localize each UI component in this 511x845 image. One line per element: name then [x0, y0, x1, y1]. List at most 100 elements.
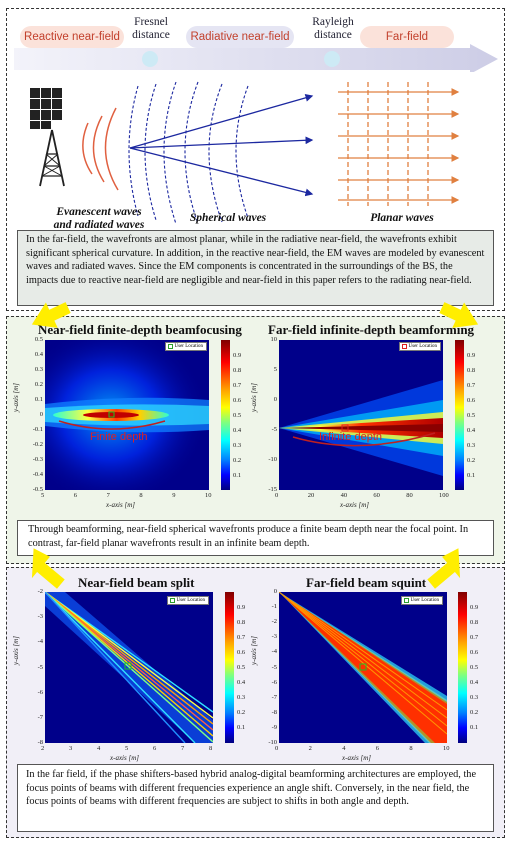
- chart3-ytick: -4: [37, 638, 43, 646]
- transition-arrows: [31, 548, 461, 589]
- br-ylabel: y-axis [m]: [250, 636, 258, 665]
- chart1-ytick: 0.2: [34, 381, 43, 388]
- colorbar-4: [458, 592, 467, 743]
- colorbar-3: [225, 592, 234, 743]
- cbar3-t5: 0.4: [237, 679, 246, 686]
- chart3-ytick: -5: [37, 663, 43, 671]
- legend-label-2: User Location: [408, 344, 437, 349]
- chart1-ytick: -0.3: [32, 456, 43, 463]
- chart2-xtick: 100: [439, 492, 449, 499]
- distance-arrow: [14, 44, 498, 72]
- cbar3-t3: 0.6: [237, 649, 246, 656]
- chart1-xtick: 8: [139, 492, 143, 499]
- cbar2-t5: 0.4: [467, 427, 476, 434]
- bl-xlabel: x-axis [m]: [110, 754, 139, 762]
- chart1-xtick: 6: [73, 492, 78, 499]
- chart1-ytick: 0: [39, 411, 43, 418]
- chart1-ytick: 0.3: [34, 366, 43, 373]
- chart4-ytick: -7: [271, 693, 277, 701]
- top-panel: [6, 8, 505, 311]
- cbar2-t2: 0.7: [467, 382, 476, 389]
- user-location-legend-3: User Location: [166, 596, 209, 605]
- cbar4-t6: 0.3: [470, 694, 479, 701]
- chart2-xtick: 80: [406, 492, 413, 499]
- cbar3-t4: 0.5: [237, 664, 246, 671]
- chart2-xtick: 20: [307, 492, 315, 499]
- cbar1-t7: 0.2: [233, 457, 242, 464]
- transition-arrows-top: [31, 302, 479, 328]
- chart1-ytick: -0.2: [32, 441, 43, 448]
- cbar1-t3: 0.6: [233, 397, 242, 404]
- chart4-xtick: 10: [443, 745, 450, 752]
- rayleigh-distance-label: Rayleigh distance: [306, 16, 360, 43]
- chart3-ytick: -3: [37, 613, 43, 621]
- br-xlabel: x-axis [m]: [342, 754, 371, 762]
- chart2-ytick: 10: [270, 336, 278, 343]
- evanescent-waves-label: Evanescent waves and radiated waves: [53, 206, 145, 232]
- cbar4-t3: 0.6: [470, 649, 479, 656]
- zone-reactive-near-field: Reactive near-field: [20, 26, 124, 48]
- chart4-ytick: -3: [271, 633, 277, 641]
- ml-xlabel: x-axis [m]: [106, 501, 135, 509]
- chart1-ytick: 0.1: [34, 396, 43, 403]
- chart4-xtick: 4: [342, 745, 346, 752]
- chart4-ytick: -10: [268, 739, 277, 746]
- chart3-xtick: 4: [97, 745, 101, 752]
- cbar4-t0: 0.9: [470, 604, 479, 611]
- colorbar-2: [455, 340, 464, 490]
- cbar1-t5: 0.4: [233, 427, 242, 434]
- chart1-ytick: -0.4: [32, 471, 43, 478]
- chart2-xtick: 40: [340, 492, 348, 499]
- heatmap-far-field-beamforming: User Location: [279, 340, 443, 490]
- user-location-legend: User Location: [164, 342, 207, 351]
- chart4-ytick: -6: [271, 678, 277, 686]
- chart4-ytick: -8: [271, 708, 277, 716]
- chart1-ytick: 0.5: [34, 336, 43, 343]
- legend-label-4: User Location: [410, 598, 439, 603]
- near-field-beam-split-title: Near-field beam split: [78, 575, 195, 590]
- zone-radiative-near-field: Radiative near-field: [186, 26, 294, 48]
- zone-far-field: Far-field: [360, 26, 454, 48]
- cbar4-t5: 0.4: [470, 679, 479, 686]
- chart1-xtick: 10: [205, 492, 212, 499]
- chart2-ytick: -5: [271, 426, 277, 433]
- finite-depth-label: Finite depth: [90, 431, 148, 443]
- chart3-ytick: -2: [37, 588, 43, 595]
- mr-xlabel: x-axis [m]: [340, 501, 369, 509]
- ml-ylabel: y-axis [m]: [12, 383, 20, 412]
- cbar1-t8: 0.1: [233, 472, 242, 479]
- chart4-xtick: 0: [275, 745, 279, 752]
- chart2-ytick: -15: [268, 486, 277, 493]
- chart2-xtick: 60: [373, 492, 380, 499]
- chart3-ytick: -8: [37, 739, 43, 746]
- chart2-ytick: 5: [273, 366, 277, 373]
- chart3-xtick: 8: [209, 745, 213, 752]
- fresnel-distance-label: Fresnel distance: [126, 16, 176, 43]
- near-field-beamfocusing-title: Near-field finite-depth beamfocusing: [38, 322, 242, 337]
- top-description: In the far-field, the wavefronts are alm…: [17, 230, 494, 306]
- middle-description: Through beamforming, near-field spherica…: [17, 520, 494, 556]
- chart1-ytick: -0.5: [32, 486, 43, 493]
- chart3-xtick: 6: [153, 745, 157, 752]
- chart4-ytick: 0: [273, 588, 277, 595]
- chart2-ytick: 0: [273, 396, 277, 403]
- chart4-ytick: -2: [271, 618, 277, 626]
- base-station-icon: [30, 88, 65, 187]
- cbar2-t7: 0.2: [467, 457, 476, 464]
- legend-label-3: User Location: [176, 598, 205, 603]
- cbar1-t2: 0.7: [233, 382, 242, 389]
- cbar4-t8: 0.1: [470, 724, 479, 731]
- cbar3-t7: 0.2: [237, 709, 246, 716]
- cbar1-t4: 0.5: [233, 412, 242, 419]
- chart3-xtick: 3: [69, 745, 73, 752]
- cbar1-t0: 0.9: [233, 352, 242, 359]
- chart4-ytick: -1: [271, 603, 277, 611]
- chart1-xtick: 7: [106, 492, 110, 499]
- colorbar-1: [221, 340, 230, 490]
- cbar2-t8: 0.1: [467, 472, 476, 479]
- chart3-xtick: 7: [181, 745, 185, 752]
- cbar3-t6: 0.3: [237, 694, 246, 701]
- chart3-ytick: -7: [37, 713, 43, 721]
- far-field-beamforming-title: Far-field infinite-depth beamforming: [268, 322, 475, 337]
- heatmap-near-field-focusing: User Location: [45, 340, 209, 490]
